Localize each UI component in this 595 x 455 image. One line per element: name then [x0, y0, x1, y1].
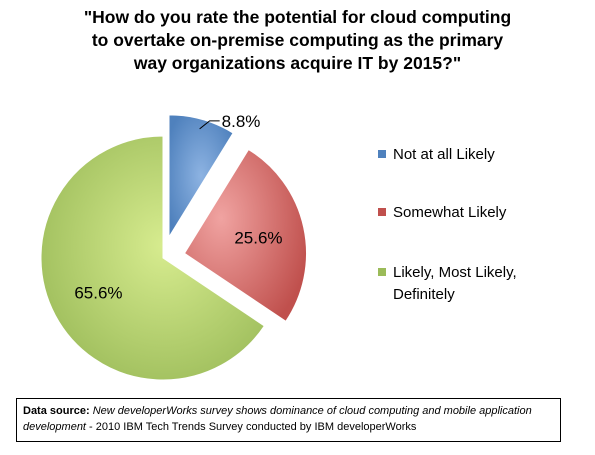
slice-label: 65.6% — [74, 283, 122, 302]
pie-slice — [183, 148, 307, 322]
legend-label: Not at all Likely — [393, 146, 495, 163]
source-title: New developerWorks survey shows dominanc… — [23, 405, 532, 433]
pie-slice — [40, 135, 266, 381]
legend-swatch-red — [378, 208, 386, 216]
title-line-3: way organizations acquire IT by 2015?" — [133, 53, 462, 73]
legend-swatch-green — [378, 268, 386, 276]
title-line-1: "How do you rate the potential for cloud… — [83, 7, 512, 27]
chart-title: "How do you rate the potential for cloud… — [40, 6, 555, 75]
leader-line — [199, 120, 220, 130]
legend-label: Likely, Most Likely, — [393, 264, 517, 281]
legend-swatch-blue — [378, 150, 386, 158]
pie-slice — [168, 114, 234, 239]
legend-label-line-2: Definitely — [393, 286, 455, 303]
data-source-box: Data source: New developerWorks survey s… — [16, 398, 561, 442]
source-suffix: - 2010 IBM Tech Trends Survey conducted … — [86, 421, 417, 433]
source-prefix: Data source: — [23, 405, 93, 417]
legend-label: Somewhat Likely — [393, 204, 507, 221]
slice-label: 25.6% — [234, 228, 282, 247]
title-line-2: to overtake on-premise computing as the … — [91, 30, 504, 50]
slice-label: 8.8% — [222, 112, 261, 131]
